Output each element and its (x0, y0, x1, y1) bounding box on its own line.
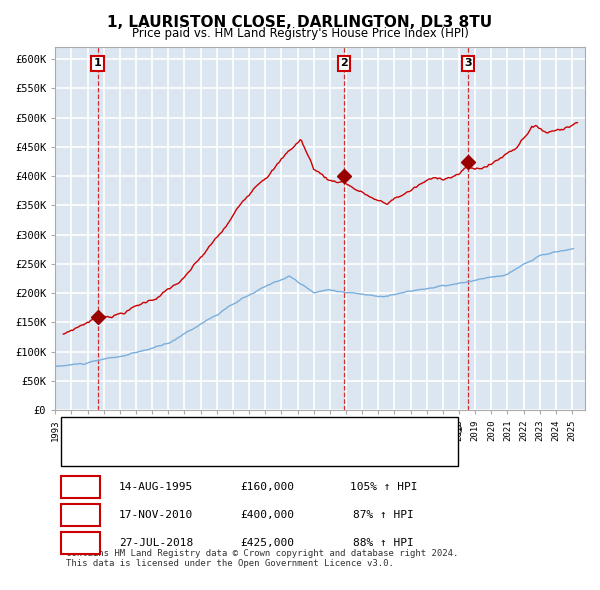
Text: 2: 2 (77, 510, 83, 520)
Text: 3: 3 (464, 58, 472, 68)
Text: 2: 2 (340, 58, 348, 68)
Text: £400,000: £400,000 (240, 510, 294, 520)
FancyBboxPatch shape (61, 504, 100, 526)
Text: 17-NOV-2010: 17-NOV-2010 (119, 510, 193, 520)
Text: £160,000: £160,000 (240, 482, 294, 492)
Text: 1, LAURISTON CLOSE, DARLINGTON, DL3 8TU: 1, LAURISTON CLOSE, DARLINGTON, DL3 8TU (107, 15, 493, 30)
Text: 1: 1 (94, 58, 101, 68)
Text: HPI: Average price, detached house, Darlington: HPI: Average price, detached house, Darl… (113, 447, 401, 456)
Text: Contains HM Land Registry data © Crown copyright and database right 2024.
This d: Contains HM Land Registry data © Crown c… (66, 549, 458, 568)
Text: 87% ↑ HPI: 87% ↑ HPI (353, 510, 414, 520)
Text: 105% ↑ HPI: 105% ↑ HPI (350, 482, 418, 492)
Text: 27-JUL-2018: 27-JUL-2018 (119, 538, 193, 548)
Text: Price paid vs. HM Land Registry's House Price Index (HPI): Price paid vs. HM Land Registry's House … (131, 27, 469, 40)
Text: £425,000: £425,000 (240, 538, 294, 548)
Text: 3: 3 (77, 538, 83, 548)
Text: 1: 1 (77, 482, 83, 492)
Text: 88% ↑ HPI: 88% ↑ HPI (353, 538, 414, 548)
Text: 14-AUG-1995: 14-AUG-1995 (119, 482, 193, 492)
FancyBboxPatch shape (61, 417, 458, 466)
FancyBboxPatch shape (61, 476, 100, 497)
FancyBboxPatch shape (61, 532, 100, 553)
Text: 1, LAURISTON CLOSE, DARLINGTON, DL3 8TU (detached house): 1, LAURISTON CLOSE, DARLINGTON, DL3 8TU … (113, 425, 464, 435)
